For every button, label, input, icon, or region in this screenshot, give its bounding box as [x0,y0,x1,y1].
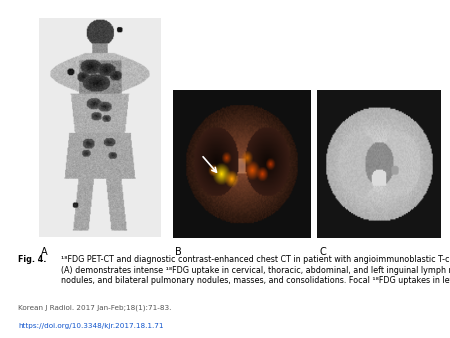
Text: C: C [320,247,326,257]
Text: Korean J Radiol. 2017 Jan-Feb;18(1):71-83.: Korean J Radiol. 2017 Jan-Feb;18(1):71-8… [18,304,171,311]
Text: A: A [40,247,47,257]
Text: https://doi.org/10.3348/kjr.2017.18.1.71: https://doi.org/10.3348/kjr.2017.18.1.71 [18,323,163,329]
Text: B: B [176,247,182,257]
Text: Fig. 4.: Fig. 4. [18,255,49,264]
Text: ¹⁸FDG PET-CT and diagnostic contrast-enhanced chest CT in patient with angioimmu: ¹⁸FDG PET-CT and diagnostic contrast-enh… [61,255,450,285]
